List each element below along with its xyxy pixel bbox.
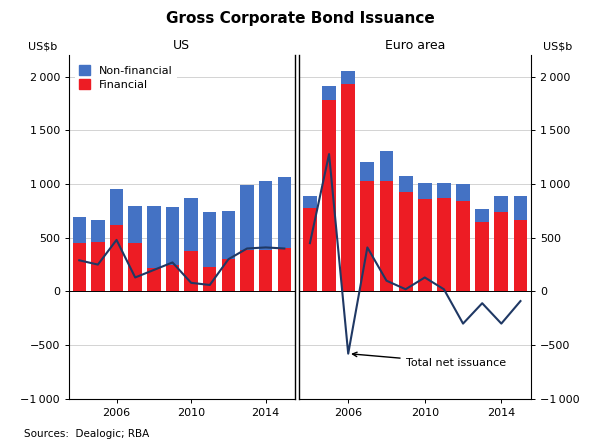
Bar (361, 162, 374, 181)
Bar (514, 220, 527, 291)
Text: US$b: US$b (544, 42, 572, 52)
Bar (341, 71, 355, 84)
Bar (203, 267, 217, 291)
Text: US: US (173, 39, 190, 52)
Bar (361, 181, 374, 291)
Bar (221, 259, 235, 291)
Text: US$b: US$b (28, 42, 58, 52)
Bar (418, 199, 431, 291)
Bar (475, 209, 489, 222)
Bar (380, 151, 394, 181)
Bar (399, 192, 413, 291)
Bar (166, 206, 179, 264)
Bar (147, 268, 161, 291)
Bar (494, 196, 508, 212)
Bar (91, 220, 104, 242)
Bar (203, 212, 217, 267)
Bar (418, 183, 431, 199)
Legend: Non-financial, Financial: Non-financial, Financial (74, 61, 177, 95)
Text: Gross Corporate Bond Issuance: Gross Corporate Bond Issuance (166, 11, 434, 26)
Bar (128, 206, 142, 243)
Bar (241, 185, 254, 249)
Bar (73, 217, 86, 243)
Bar (303, 208, 317, 291)
Bar (494, 212, 508, 291)
Bar (514, 196, 527, 220)
Bar (259, 250, 272, 291)
Bar (73, 243, 86, 291)
Bar (184, 198, 198, 251)
Bar (380, 181, 394, 291)
Bar (147, 206, 161, 268)
Text: Euro area: Euro area (385, 39, 445, 52)
Bar (110, 190, 123, 225)
Bar (456, 184, 470, 201)
Bar (322, 86, 336, 101)
Bar (322, 101, 336, 291)
Bar (399, 175, 413, 192)
Bar (184, 251, 198, 291)
Bar (278, 249, 291, 291)
Bar (221, 211, 235, 259)
Bar (303, 196, 317, 208)
Bar (166, 264, 179, 291)
Bar (475, 222, 489, 291)
Text: Sources:  Dealogic; RBA: Sources: Dealogic; RBA (24, 428, 149, 439)
Bar (456, 201, 470, 291)
Bar (341, 84, 355, 291)
Bar (259, 182, 272, 250)
Bar (128, 243, 142, 291)
Bar (278, 177, 291, 249)
Bar (110, 225, 123, 291)
Bar (241, 249, 254, 291)
Bar (437, 198, 451, 291)
Text: Total net issuance: Total net issuance (353, 352, 506, 368)
Bar (91, 242, 104, 291)
Bar (437, 183, 451, 198)
